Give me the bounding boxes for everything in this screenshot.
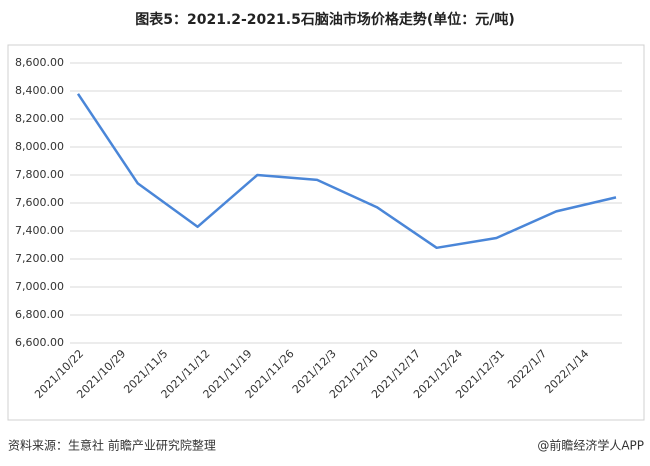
x-tick-label: 2022/1/7 xyxy=(505,347,549,391)
y-tick-label: 8,400.00 xyxy=(15,84,64,97)
y-tick-label: 8,600.00 xyxy=(15,56,64,69)
chart-title: 图表5：2021.2-2021.5石脑油市场价格走势(单位：元/吨) xyxy=(135,11,515,28)
y-tick-label: 8,000.00 xyxy=(15,140,64,153)
y-tick-label: 8,200.00 xyxy=(15,112,64,125)
y-tick-label: 6,600.00 xyxy=(15,336,64,349)
x-tick-label: 2022/1/14 xyxy=(542,347,591,396)
y-tick-label: 6,800.00 xyxy=(15,308,64,321)
y-tick-label: 7,800.00 xyxy=(15,168,64,181)
chart-frame xyxy=(7,44,645,421)
y-tick-label: 7,400.00 xyxy=(15,224,64,237)
credit: @前瞻经济学人APP xyxy=(537,438,644,453)
price-line xyxy=(76,93,617,250)
y-tick-label: 7,600.00 xyxy=(15,196,64,209)
y-tick-label: 7,200.00 xyxy=(15,252,64,265)
source: 资料来源：生意社 前瞻产业研究院整理 xyxy=(8,438,216,453)
y-tick-label: 7,000.00 xyxy=(15,280,64,293)
